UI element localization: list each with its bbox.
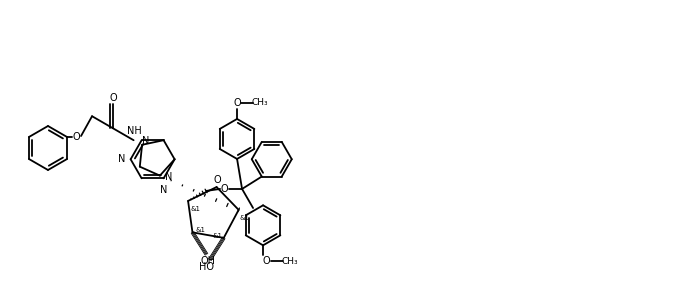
Text: O: O [109,93,117,103]
Text: &1: &1 [190,206,200,212]
Text: O: O [72,132,80,142]
Text: HO: HO [199,262,214,272]
Text: CH₃: CH₃ [252,98,269,107]
Text: O: O [220,184,228,194]
Text: &1: &1 [239,215,250,221]
Text: O: O [233,98,241,108]
Text: OH: OH [201,256,216,266]
Text: &1: &1 [196,227,205,233]
Text: O: O [214,175,221,185]
Text: CH₃: CH₃ [282,257,299,266]
Text: N: N [165,172,173,182]
Text: N: N [118,154,125,164]
Text: &1: &1 [213,233,223,239]
Text: NH: NH [127,126,142,136]
Text: O: O [262,256,270,266]
Text: N: N [160,185,167,195]
Text: N: N [143,136,150,146]
